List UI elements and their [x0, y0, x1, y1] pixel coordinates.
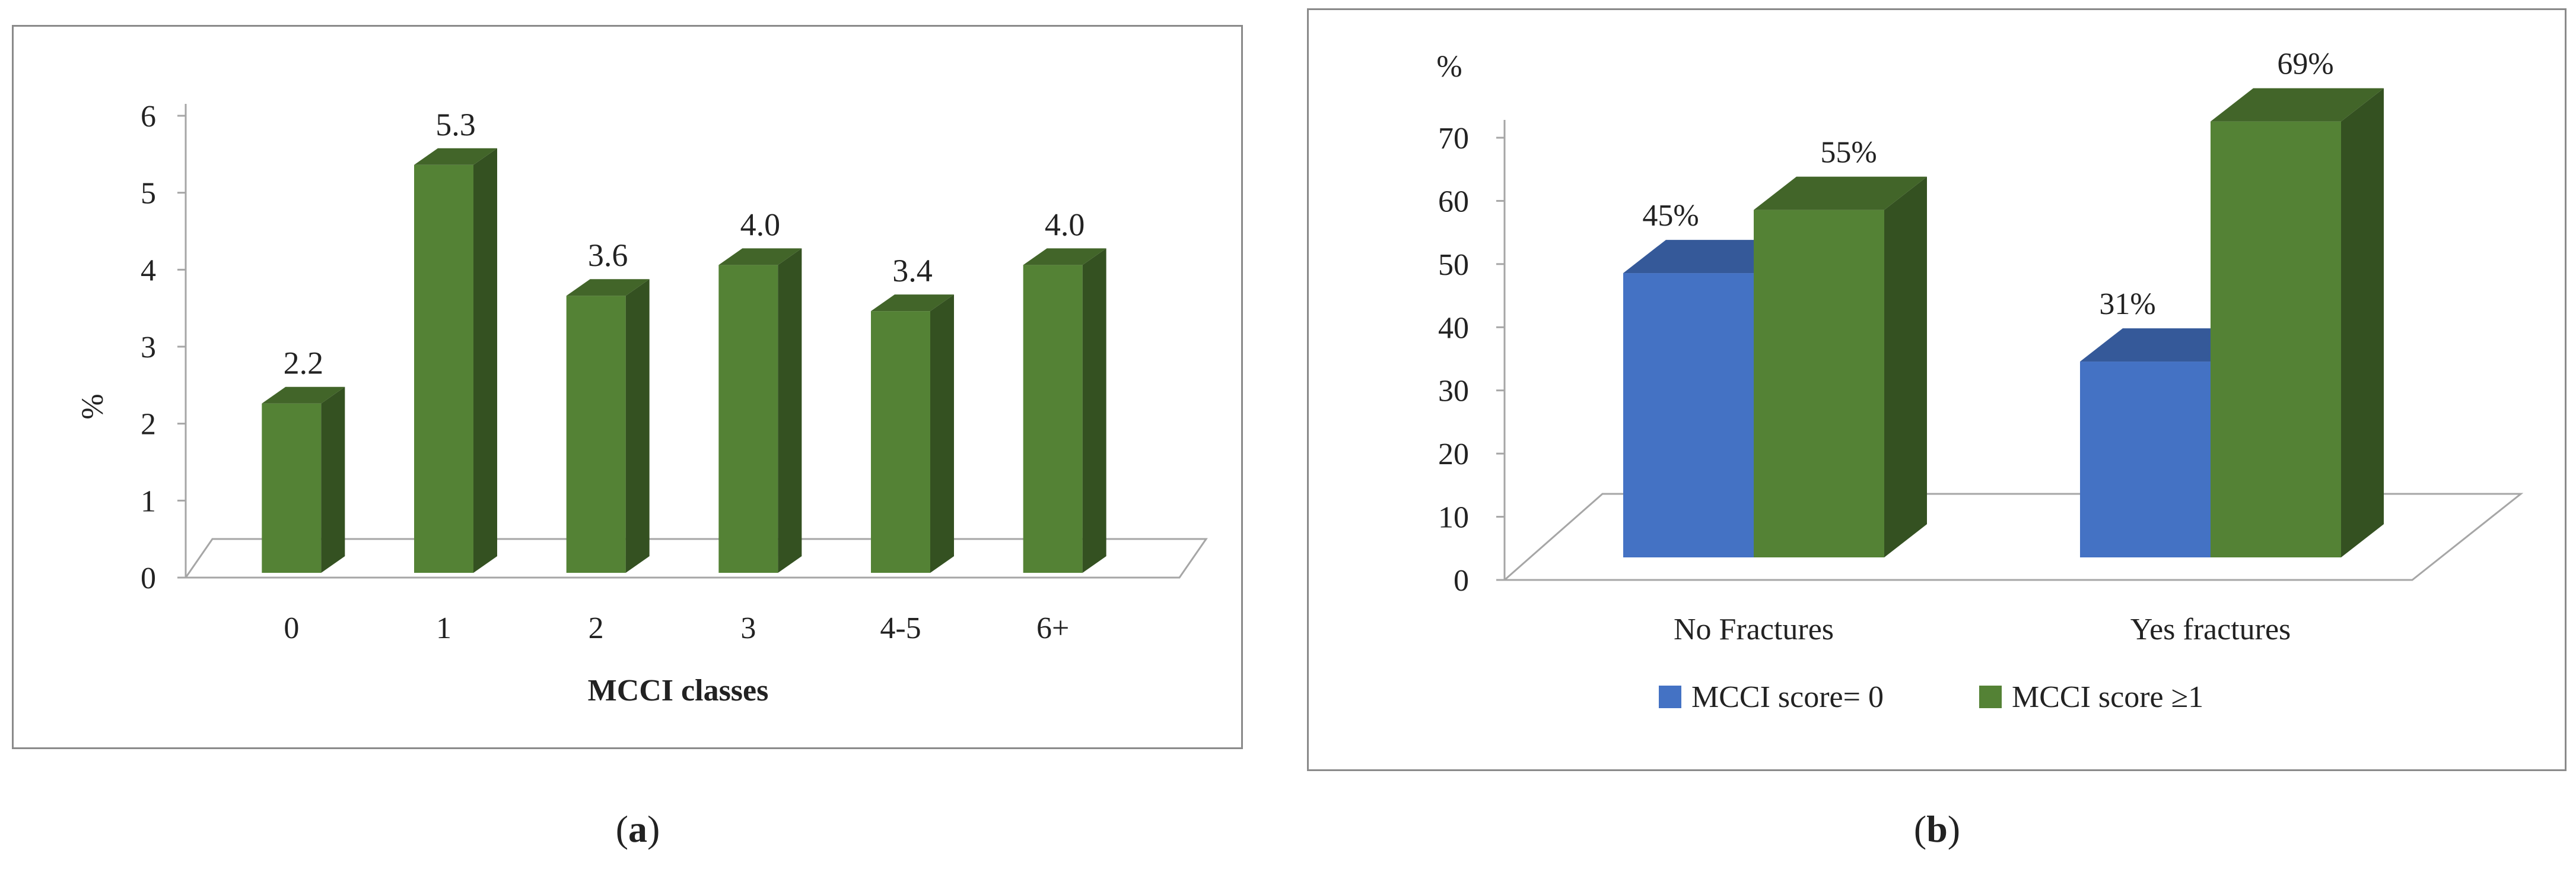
chart-a-y-tick-label: 5: [141, 177, 156, 211]
chart-a-bar-side: [321, 386, 345, 573]
chart-b-bar-top: [2211, 88, 2384, 122]
chart-a-bar-front: [1023, 265, 1083, 573]
chart-a-y-tick-label: 6: [141, 100, 156, 134]
chart-a-bar-top: [414, 148, 497, 165]
chart-a-bar-top: [718, 248, 802, 265]
chart-b-y-tick-label: 20: [1438, 437, 1469, 471]
chart-a-data-label: 3.4: [892, 253, 933, 288]
chart-b-y-tick-label: 40: [1438, 311, 1469, 345]
chart-a-data-label: 5.3: [435, 107, 476, 142]
chart-a-bar-side: [625, 279, 650, 573]
chart-a-bar-side: [473, 148, 497, 573]
chart-a-data-label: 3.6: [588, 237, 628, 273]
chart-a-bar-front: [871, 311, 930, 573]
chart-a-bar-top: [871, 294, 954, 312]
chart-b-bar-side: [1884, 176, 1927, 558]
chart-b-canvas: 0 10 20 30 40 50 60 70% 45% 55% No Fractures 31% 69%…: [1436, 47, 2524, 714]
chart-a-bar-front: [414, 164, 473, 573]
chart-a-data-label: 2.2: [284, 345, 324, 381]
chart-a-bar-side: [930, 294, 954, 573]
caption-a: (a): [615, 808, 660, 850]
chart-a-x-tick-label: 1: [436, 611, 451, 645]
chart-b-legend-label: MCCI score ≥1: [2012, 680, 2203, 714]
caption-b: (b): [1913, 808, 1961, 850]
chart-a-y-tick-label: 4: [141, 253, 156, 287]
chart-a-x-tick-label: 3: [740, 611, 756, 645]
chart-b-x-tick-label: No Fractures: [1674, 613, 1834, 646]
chart-b-bar-top: [1623, 240, 1796, 274]
chart-a-y-tick-label: 0: [141, 562, 156, 595]
chart-a-x-tick-label: 0: [284, 611, 299, 645]
chart-b-legend-label: MCCI score= 0: [1691, 680, 1884, 714]
chart-a-bar-front: [566, 296, 626, 573]
chart-a-y-tick-label: 3: [141, 331, 156, 364]
chart-a-x-tick-label: 2: [589, 611, 604, 645]
chart-a-x-tick-label: 6+: [1036, 611, 1069, 645]
chart-b-y-tick-label: 10: [1438, 501, 1469, 535]
chart-b-bar-front: [1754, 210, 1884, 558]
chart-a-bar-top: [566, 279, 650, 296]
chart-a-bar-top: [262, 386, 345, 404]
chart-b-bar-front: [2211, 121, 2341, 558]
chart-a-canvas: 0 1 2 3 4 5 6% 2.2 0 5.3 1 3.6 2 4.0 3 3.4 4-5 4.0 6+ MCCI …: [76, 100, 1208, 708]
chart-a-bar-side: [1082, 248, 1106, 573]
chart-b-y-tick-label: 50: [1438, 248, 1469, 282]
chart-a-x-axis-label: MCCI classes: [588, 674, 769, 708]
chart-b-bar-front: [1623, 273, 1754, 557]
chart-a-data-label: 4.0: [1045, 207, 1085, 242]
chart-b-x-tick-label: Yes fractures: [2130, 613, 2291, 646]
caption-b-letter: b: [1926, 808, 1948, 850]
chart-a-bar-top: [1023, 248, 1106, 265]
chart-b-y-tick-label: 30: [1438, 375, 1469, 408]
chart-a-y-tick-label: 1: [141, 484, 156, 518]
chart-panel-a: 0 1 2 3 4 5 6% 2.2 0 5.3 1 3.6 2 4.0 3 3.4 4-5 4.0 6+ MCCI …: [12, 25, 1243, 749]
chart-a-bar-front: [718, 265, 778, 573]
chart-panel-b: 0 10 20 30 40 50 60 70% 45% 55% No Fractures 31% 69%…: [1307, 8, 2567, 771]
chart-b-data-label: 31%: [2099, 287, 2155, 321]
chart-a-bar-side: [778, 248, 802, 573]
chart-b-y-tick-label: 0: [1454, 564, 1469, 598]
chart-b-y-tick-label: 60: [1438, 185, 1469, 218]
chart-b-bar-top: [1754, 176, 1927, 210]
chart-b-data-label: 69%: [2277, 47, 2333, 81]
chart-b-legend-swatch: [1659, 686, 1681, 708]
chart-b-data-label: 55%: [1820, 136, 1877, 170]
chart-a-x-tick-label: 4-5: [880, 611, 921, 645]
chart-a-y-tick-label: 2: [141, 408, 156, 442]
chart-b-legend-swatch: [1979, 686, 2002, 708]
chart-b-y-axis-label: %: [1436, 50, 1462, 84]
caption-a-letter: a: [628, 808, 647, 850]
chart-a-bar-front: [262, 403, 322, 573]
chart-b-bar-top: [2080, 328, 2253, 362]
chart-b-bar-front: [2080, 362, 2211, 557]
chart-b-bar-side: [2341, 88, 2384, 558]
chart-b-data-label: 45%: [1642, 199, 1699, 233]
chart-a-y-axis-label: %: [76, 394, 110, 419]
chart-a-data-label: 4.0: [740, 207, 781, 242]
chart-b-y-tick-label: 70: [1438, 122, 1469, 156]
